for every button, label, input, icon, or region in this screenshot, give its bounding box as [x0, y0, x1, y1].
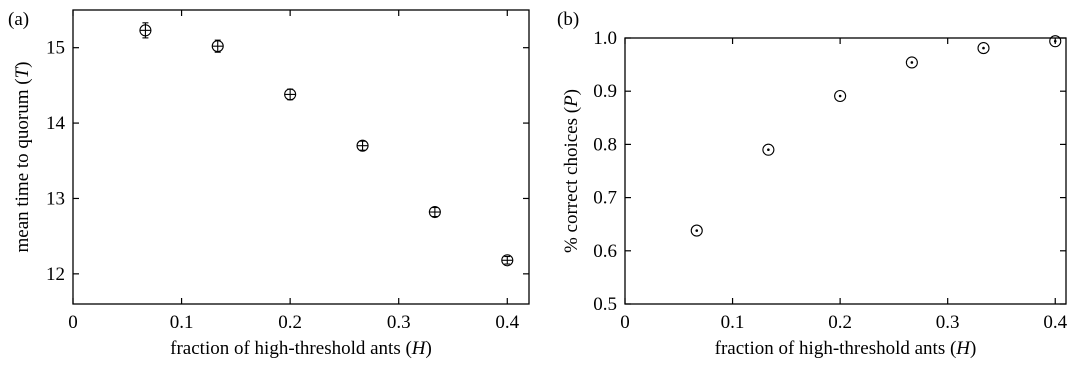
- point-center-dot: [982, 46, 985, 50]
- data-point: [284, 88, 297, 101]
- point-marker: [690, 224, 703, 237]
- point-center-dot: [1053, 39, 1057, 43]
- y-tick-label: 13: [46, 188, 65, 209]
- y-axis-label: mean time to quorum (T): [12, 61, 33, 252]
- data-point: [139, 22, 152, 39]
- x-tick-label: 0.4: [495, 312, 519, 333]
- data-point: [356, 139, 369, 152]
- data-point: [762, 143, 775, 156]
- label-part: ): [12, 61, 33, 67]
- label-part: P: [561, 95, 582, 108]
- point-marker: [762, 143, 775, 156]
- y-tick-label: 14: [46, 113, 66, 134]
- y-tick-label: 0.6: [593, 241, 617, 262]
- y-tick-label: 0.7: [593, 188, 617, 209]
- x-tick-label: 0.3: [387, 312, 411, 333]
- label-part: mean time to quorum (: [12, 78, 33, 252]
- y-tick-label: 0.9: [593, 81, 617, 102]
- point-center-dot: [695, 229, 699, 232]
- data-point: [690, 224, 703, 237]
- point-center-dot: [910, 61, 914, 64]
- data-point: [211, 39, 224, 53]
- y-tick-label: 12: [46, 264, 65, 285]
- data-point: [834, 89, 847, 103]
- panel-b: 0 0.1 0.2 0.3 0.4 0.5 0.6 0.7 0.8 0.9 1.0 fraction …: [557, 9, 1068, 359]
- y-tick-label: 1.0: [593, 28, 617, 49]
- x-tick-label: 0.4: [1043, 312, 1067, 333]
- point-marker: [834, 89, 847, 103]
- point-marker: [1049, 35, 1062, 48]
- panel-label: (a): [8, 9, 29, 30]
- data-point: [501, 254, 514, 267]
- label-part: T: [12, 66, 33, 78]
- label-part: ): [970, 338, 976, 359]
- data-point: [905, 56, 918, 69]
- panel-a: 0 0.1 0.2 0.3 0.4 12 13 14 15 fraction of high-th…: [8, 9, 530, 359]
- data-point: [428, 205, 441, 219]
- plot-frame: [624, 37, 1067, 305]
- label-part: fraction of high-threshold ants (: [715, 338, 957, 359]
- x-tick-label: 0: [68, 312, 78, 333]
- label-part: ): [561, 89, 582, 95]
- point-marker: [977, 42, 990, 55]
- data-point: [1049, 35, 1062, 48]
- x-tick-label: 0.2: [828, 312, 852, 333]
- x-tick-label: 0.1: [721, 312, 745, 333]
- plot-frame: [72, 9, 530, 305]
- x-tick-label: 0.3: [936, 312, 960, 333]
- label-part: fraction of high-threshold ants (: [170, 338, 412, 359]
- point-center-dot: [767, 148, 770, 152]
- y-axis-label: % correct choices (P): [561, 89, 582, 253]
- point-marker: [905, 56, 918, 69]
- label-part: H: [955, 338, 971, 359]
- label-part: H: [411, 338, 427, 359]
- y-tick-label: 15: [46, 38, 65, 59]
- point-center-dot: [838, 94, 842, 98]
- label-part: ): [426, 338, 432, 359]
- x-tick-label: 0.1: [170, 312, 194, 333]
- x-tick-label: 0: [620, 312, 630, 333]
- label-part: % correct choices (: [561, 107, 582, 253]
- data-point: [977, 42, 990, 55]
- y-tick-label: 0.5: [593, 294, 617, 315]
- x-axis-label: fraction of high-threshold ants (H): [170, 338, 432, 359]
- x-tick-label: 0.2: [278, 312, 302, 333]
- panel-label: (b): [557, 9, 579, 30]
- y-tick-label: 0.8: [593, 134, 617, 155]
- x-axis-label: fraction of high-threshold ants (H): [715, 338, 977, 359]
